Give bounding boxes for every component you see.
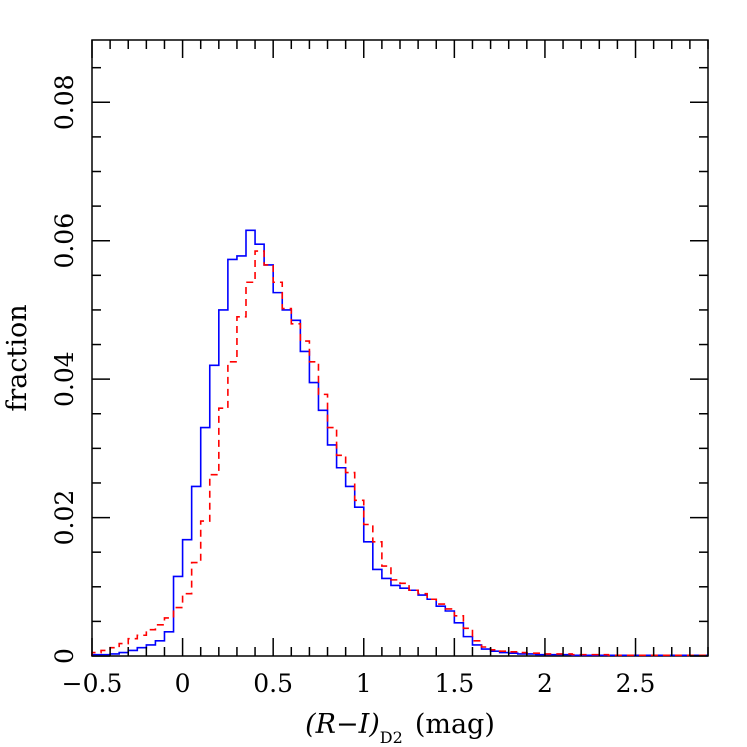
y-tick-label: 0.06: [50, 213, 79, 269]
x-axis-title-unit: (mag): [415, 709, 495, 740]
histogram-series-dashed: [91, 250, 708, 657]
plot-area: [91, 39, 709, 657]
x-tick-label: 0.5: [253, 669, 293, 698]
x-tick-label: 1: [356, 669, 372, 698]
plot-frame: [91, 39, 709, 657]
ticks-layer: [91, 40, 709, 657]
histogram-series-solid: [91, 229, 708, 657]
x-tick-label: −0.5: [62, 669, 123, 698]
tick-labels-layer: −0.5 0 0.5 1 1.5 2 2.5 0 0.02 0.04 0.06 0.08: [50, 74, 655, 698]
series-layer: [91, 229, 708, 657]
y-axis-title: fraction: [2, 304, 33, 411]
y-tick-label: 0: [50, 648, 79, 664]
x-tick-label: 0: [175, 669, 191, 698]
y-tick-label: 0.08: [50, 74, 79, 130]
x-axis-title-subscript: D2: [380, 728, 403, 747]
y-tick-label: 0.04: [50, 351, 79, 407]
x-tick-label: 2.5: [616, 669, 656, 698]
x-axis-title: (R−I)D2 (mag): [305, 709, 495, 747]
x-axis-title-main: (R−I): [305, 709, 380, 740]
x-tick-label: 2: [537, 669, 553, 698]
x-tick-label: 1.5: [434, 669, 474, 698]
y-tick-label: 0.02: [50, 490, 79, 546]
